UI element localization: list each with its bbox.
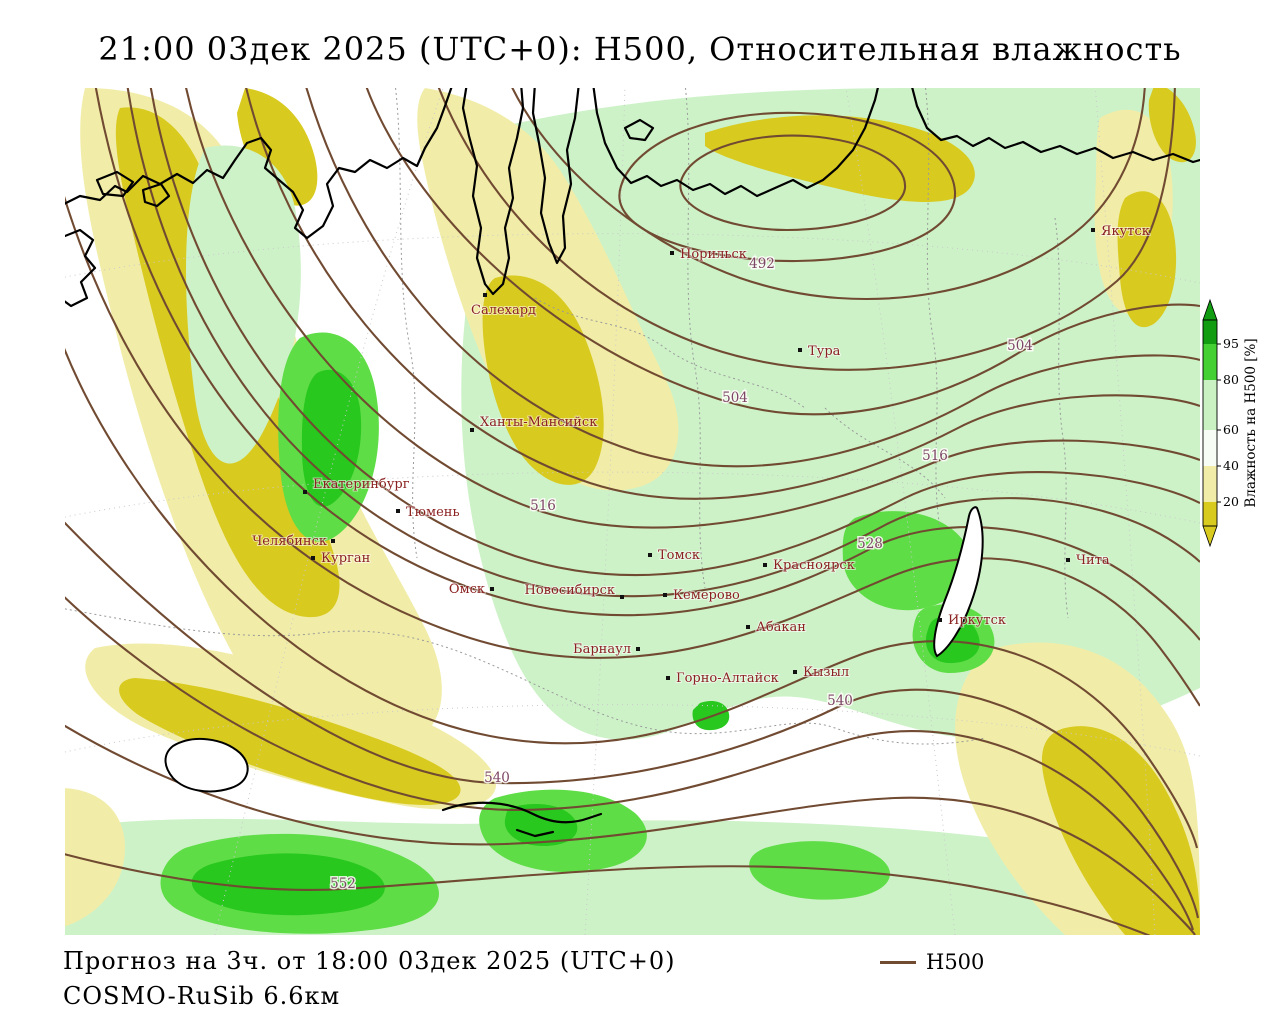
city-marker: [1091, 228, 1095, 232]
contour-legend: H500: [880, 950, 984, 974]
colorbar-outline: [1202, 319, 1218, 527]
contour-value-label: 492: [749, 256, 775, 272]
city-marker: [938, 618, 942, 622]
city-label: Тюмень: [406, 505, 460, 520]
colorbar-canvas: 95 80 60 40 20 Влажность на H500 [%]: [1202, 298, 1259, 548]
city-label: Абакан: [756, 620, 806, 635]
colorbar-segment: [1203, 320, 1217, 344]
city-label: Курган: [321, 551, 370, 566]
forecast-info: Прогноз на 3ч. от 18:00 03дек 2025 (UTC+…: [63, 947, 676, 975]
admin-borders-layer: [59, 82, 1069, 745]
colorbar-segment: [1203, 380, 1217, 430]
colorbar-tick-label: 60: [1223, 422, 1239, 437]
contour-value-label: 540: [484, 770, 510, 786]
coastline-layer: [58, 81, 1202, 838]
contour-value-label: 504: [1007, 338, 1033, 354]
colorbar-segment: [1203, 430, 1217, 466]
colorbar-segment: [1203, 502, 1217, 526]
city-marker: [636, 647, 640, 651]
city-marker: [666, 676, 670, 680]
city-label: Иркутск: [948, 613, 1006, 628]
city-marker: [490, 587, 494, 591]
city-label: Норильск: [680, 247, 747, 262]
city-marker: [793, 670, 797, 674]
city-label: Омск: [449, 582, 485, 597]
city-marker: [648, 553, 652, 557]
contour-value-label: 540: [827, 693, 853, 709]
map-canvas: 492 504 504 516 516 528 540 540 552 Якутск Нориль…: [58, 81, 1202, 941]
colorbar-tick-label: 95: [1223, 336, 1239, 351]
h500-line-sample: [880, 960, 916, 964]
h500-contour-layer: [58, 82, 1201, 941]
city-marker: [483, 293, 487, 297]
page-title: 21:00 03дек 2025 (UTC+0): H500, Относите…: [98, 30, 1182, 68]
colorbar-tick-label: 20: [1223, 494, 1239, 509]
contour-value-label: 516: [530, 498, 556, 514]
model-info: COSMO-RuSib 6.6км: [63, 981, 341, 1010]
contour-value-label: 528: [857, 536, 883, 552]
contour-value-label: 552: [330, 876, 356, 892]
map-area: 492 504 504 516 516 528 540 540 552 Якутск Нориль…: [58, 81, 1202, 941]
city-marker: [470, 428, 474, 432]
footer: Прогноз на 3ч. от 18:00 03дек 2025 (UTC+…: [63, 944, 676, 1014]
colorbar-tick-label: 40: [1223, 458, 1239, 473]
city-marker: [670, 251, 674, 255]
colorbar-segment: [1203, 466, 1217, 502]
city-label: Якутск: [1101, 224, 1150, 239]
city-marker: [396, 509, 400, 513]
city-label: Кемерово: [673, 588, 740, 603]
city-label: Ханты-Мансийск: [480, 415, 597, 430]
colorbar-top-arrow: [1202, 298, 1218, 321]
colorbar-bottom-arrow: [1202, 525, 1218, 548]
city-label: Чита: [1076, 553, 1110, 568]
colorbar-tick-label: 80: [1223, 372, 1239, 387]
city-label: Новосибирск: [525, 583, 615, 598]
city-label: Кызыл: [803, 665, 849, 680]
contour-value-label: 504: [722, 390, 748, 406]
city-marker: [311, 556, 315, 560]
city-marker: [1066, 558, 1070, 562]
colorbar: 95 80 60 40 20 Влажность на H500 [%]: [1193, 298, 1275, 588]
city-label: Челябинск: [252, 534, 327, 549]
city-marker: [663, 593, 667, 597]
graticule-layer: [59, 82, 1201, 936]
city-marker: [620, 595, 624, 599]
city-marker: [798, 348, 802, 352]
contour-value-label: 516: [922, 448, 948, 464]
city-label: Тура: [808, 344, 841, 359]
city-marker: [746, 625, 750, 629]
city-marker: [331, 539, 335, 543]
colorbar-segment: [1203, 344, 1217, 380]
legend-label: H500: [926, 950, 985, 974]
city-label: Томск: [658, 548, 700, 563]
cities-layer: Якутск Норильск Салехард Тура Ханты-Мансийск…: [251, 223, 1151, 687]
city-label: Барнаул: [573, 642, 631, 657]
contour-labels-layer: 492 504 504 516 516 528 540 540 552: [329, 255, 1035, 894]
city-label: Салехард: [471, 303, 536, 318]
humidity-fill-layer: [60, 83, 1200, 935]
colorbar-axis-label: Влажность на H500 [%]: [1243, 338, 1259, 507]
city-label: Горно-Алтайск: [676, 671, 779, 686]
city-label: Красноярск: [773, 558, 855, 573]
city-marker: [763, 563, 767, 567]
city-marker: [303, 490, 307, 494]
city-label: Екатеринбург: [313, 477, 410, 492]
